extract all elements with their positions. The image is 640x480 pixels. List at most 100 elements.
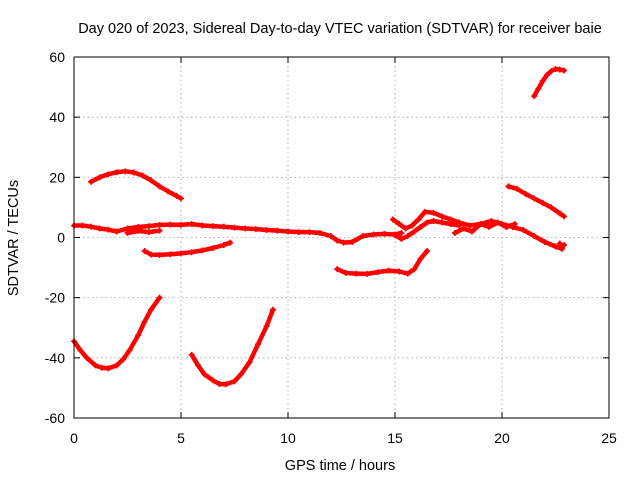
data-point xyxy=(556,66,563,73)
data-point xyxy=(503,223,510,230)
data-point xyxy=(113,228,120,235)
data-point xyxy=(334,237,341,244)
data-point xyxy=(113,362,120,369)
data-point xyxy=(548,68,555,75)
data-point xyxy=(469,228,476,235)
data-point xyxy=(511,220,518,227)
data-point xyxy=(477,220,484,227)
data-point xyxy=(374,269,381,276)
data-point xyxy=(122,168,129,175)
data-point xyxy=(105,226,112,233)
data-point xyxy=(451,229,458,236)
data-point xyxy=(531,195,538,202)
data-point xyxy=(353,270,360,277)
data-point xyxy=(178,250,184,257)
data-point xyxy=(543,72,550,79)
data-point xyxy=(398,229,405,236)
data-point xyxy=(135,227,142,234)
data-point xyxy=(460,225,467,232)
data-point xyxy=(220,242,227,249)
data-point xyxy=(145,223,152,230)
data-point xyxy=(222,381,229,388)
data-point xyxy=(415,216,422,223)
data-point xyxy=(210,377,217,384)
data-point xyxy=(556,210,563,217)
data-point xyxy=(210,245,217,252)
series-near-zero-1 xyxy=(71,221,404,245)
data-point xyxy=(417,223,424,230)
y-tick-label: 60 xyxy=(49,49,65,65)
grid-layer xyxy=(74,57,609,418)
data-point xyxy=(349,239,356,246)
data-point xyxy=(424,219,431,226)
data-point xyxy=(381,230,388,237)
data-point xyxy=(424,248,431,255)
data-point xyxy=(430,217,437,224)
data-point xyxy=(342,269,349,276)
data-point xyxy=(505,183,512,190)
data-point xyxy=(96,174,103,181)
data-point xyxy=(139,172,146,179)
data-point xyxy=(188,249,195,256)
data-point xyxy=(334,266,341,273)
data-point xyxy=(148,251,155,258)
data-point xyxy=(156,294,163,301)
x-tick-label: 20 xyxy=(494,430,510,446)
traces-layer xyxy=(71,66,568,388)
data-point xyxy=(77,347,84,354)
data-point xyxy=(126,347,133,354)
data-point xyxy=(541,239,548,246)
data-point xyxy=(417,255,424,262)
data-point xyxy=(178,195,184,202)
data-point xyxy=(92,362,99,369)
data-point xyxy=(402,225,409,232)
data-point xyxy=(237,371,244,378)
data-point xyxy=(120,356,127,363)
y-tick-label: 20 xyxy=(49,169,65,185)
data-point xyxy=(396,268,403,275)
data-point xyxy=(558,245,565,252)
data-point xyxy=(195,362,202,369)
data-point xyxy=(96,225,103,232)
data-point xyxy=(552,243,559,250)
data-point xyxy=(188,220,195,227)
data-point xyxy=(411,228,418,235)
data-point xyxy=(210,223,217,230)
data-point xyxy=(216,381,223,388)
data-point xyxy=(156,221,163,228)
y-tick-label: 0 xyxy=(57,230,65,246)
data-point xyxy=(561,67,568,74)
x-tick-label: 10 xyxy=(280,430,296,446)
data-point xyxy=(255,341,262,348)
data-point xyxy=(385,267,392,274)
data-point xyxy=(295,229,302,236)
data-point xyxy=(513,185,520,192)
x-tick-label: 5 xyxy=(177,430,185,446)
series-near-zero-2 xyxy=(125,228,162,236)
data-point xyxy=(141,248,148,255)
y-tick-label: -60 xyxy=(45,410,65,426)
data-point xyxy=(317,229,324,236)
y-tick-label: 40 xyxy=(49,109,65,125)
series-arc-pos-2 xyxy=(506,184,567,219)
data-point xyxy=(113,169,120,176)
x-tick-label: 15 xyxy=(387,430,403,446)
data-point xyxy=(535,85,542,92)
data-point xyxy=(148,306,155,313)
data-point xyxy=(398,236,405,243)
data-point xyxy=(392,232,398,239)
data-point xyxy=(364,270,371,277)
data-point xyxy=(340,239,347,246)
y-axis-label: SDTVAR / TECUs xyxy=(6,180,22,296)
data-point xyxy=(494,219,501,226)
data-point xyxy=(409,222,416,229)
data-point xyxy=(188,351,195,358)
data-point xyxy=(83,354,90,361)
data-point xyxy=(178,221,184,228)
data-point xyxy=(263,323,270,330)
ticks-layer: 0 5 10 15 20 25 -60 -40 -20 0 20 40 60 xyxy=(45,49,617,446)
series-near-zero-3 xyxy=(392,218,462,242)
data-point xyxy=(199,247,206,254)
data-point xyxy=(135,332,142,339)
y-tick-label: -20 xyxy=(45,290,65,306)
